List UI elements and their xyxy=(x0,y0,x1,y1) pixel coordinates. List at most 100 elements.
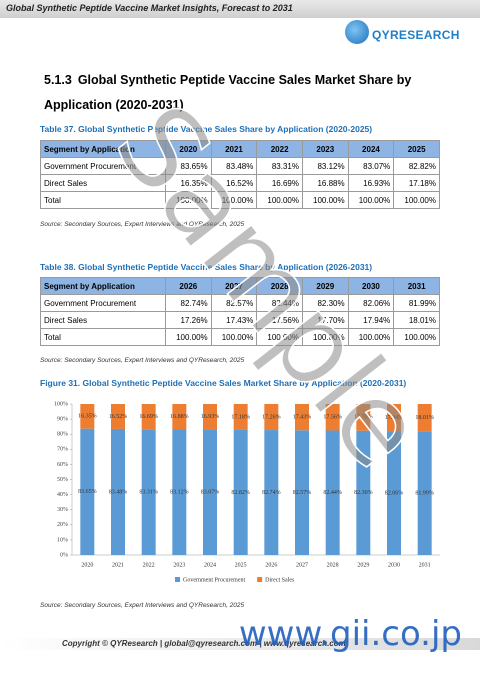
table-source: Source: Secondary Sources, Expert Interv… xyxy=(40,357,245,364)
table-cell: 83.12% xyxy=(301,157,349,175)
table-cell: 2020 xyxy=(165,140,212,158)
table-cell: 16.88% xyxy=(301,174,349,192)
table-cell: Government Procurement xyxy=(40,157,166,175)
table-cell: Segment by Application xyxy=(40,277,166,295)
data-label: 82.06% xyxy=(385,490,404,496)
logo: QYRESEARCH xyxy=(372,28,460,42)
y-tick-label: 0% xyxy=(60,552,68,558)
table-row: Direct Sales 16.35% 16.52% 16.69% 16.88% 16.9… xyxy=(40,174,440,192)
data-label: 83.07% xyxy=(201,490,220,496)
bar-segment xyxy=(203,429,217,555)
y-tick-label: 100% xyxy=(54,401,68,407)
data-label: 16.35% xyxy=(78,414,97,420)
x-tick-label: 2030 xyxy=(388,562,400,568)
table-cell: 100.00% xyxy=(347,191,395,209)
table-cell: 17.18% xyxy=(393,174,440,192)
data-label: 82.82% xyxy=(231,490,250,496)
x-tick-label: 2025 xyxy=(235,562,247,568)
table-cell: 18.01% xyxy=(393,311,440,329)
bar-segment xyxy=(203,404,217,430)
x-tick-label: 2029 xyxy=(357,562,369,568)
data-label: 17.26% xyxy=(262,414,281,420)
y-tick-label: 10% xyxy=(57,537,68,543)
table-cell: 16.52% xyxy=(210,174,258,192)
table-cell: Direct Sales xyxy=(40,174,166,192)
header-title: Global Synthetic Peptide Vaccine Market … xyxy=(6,3,293,13)
table-cell: 17.56% xyxy=(256,311,303,329)
table-row: Government Procurement 82.74% 82.57% 82.44%… xyxy=(40,294,440,312)
table-cell: 2022 xyxy=(256,140,303,158)
table-cell: 100.00% xyxy=(210,328,258,346)
bar-segment xyxy=(417,431,432,555)
data-label: 81.99% xyxy=(415,490,434,496)
table: Segment by Application 2020 2021 2022 2023 20… xyxy=(40,140,440,209)
table-source: Source: Secondary Sources, Expert Interv… xyxy=(40,221,245,228)
bar-segment xyxy=(233,404,248,430)
chart: 0% 10% 20% 30% 40% 50% 60% 70% 80% 90% 100% 2020 83.… xyxy=(54,401,440,583)
data-label: 16.88% xyxy=(170,414,189,420)
table-header-row: Segment by Application 2020 2021 2022 2023 20… xyxy=(40,140,440,158)
table-cell: 2024 xyxy=(347,140,395,158)
table-cell: 100.00% xyxy=(393,191,440,209)
table-cell: 81.99% xyxy=(393,294,440,312)
bar-segment xyxy=(80,404,95,429)
bar-segment xyxy=(264,404,279,431)
table-cell: 2023 xyxy=(301,140,349,158)
data-label: 83.48% xyxy=(109,489,128,495)
table-row: Government Procurement 83.65% 83.48% 83.31%… xyxy=(40,157,440,175)
bar-segment xyxy=(264,430,279,555)
y-tick-label: 40% xyxy=(57,492,68,498)
bar-segment xyxy=(172,404,187,430)
bar-segment xyxy=(387,404,401,432)
legend-label: Government Procurement xyxy=(183,577,245,583)
table-cell: 100.00% xyxy=(301,191,349,209)
logo-icon xyxy=(345,20,369,44)
table-cell: 83.31% xyxy=(256,157,303,175)
table-row: Total 100.00% 100.00% 100.00% 100.00% 100.00%… xyxy=(40,328,440,346)
table-cell: Segment by Application xyxy=(40,140,166,158)
x-tick-label: 2023 xyxy=(173,562,185,568)
table-cell: 2027 xyxy=(210,277,258,295)
figure-caption: Figure 31. Global Synthetic Peptide Vacc… xyxy=(40,378,407,388)
table-cell: 100.00% xyxy=(347,328,395,346)
table-cell: 2021 xyxy=(210,140,258,158)
table-cell: 100.00% xyxy=(256,328,303,346)
table-header-row: Segment by Application 2026 2027 2028 2029 20… xyxy=(40,277,440,295)
footer-bar xyxy=(0,638,480,650)
data-label: 83.31% xyxy=(139,489,158,495)
data-label: 83.12% xyxy=(170,490,189,496)
figure-source: Source: Secondary Sources, Expert Interv… xyxy=(40,602,245,609)
y-tick-label: 90% xyxy=(57,416,68,422)
table-cell: 83.48% xyxy=(210,157,258,175)
table-cell: 2031 xyxy=(393,277,440,295)
x-tick-label: 2024 xyxy=(204,562,216,568)
bar-segment xyxy=(387,431,401,555)
data-label: 17.56% xyxy=(323,415,342,421)
bar-segment xyxy=(111,404,125,429)
bar-segment xyxy=(356,430,371,555)
table-cell: 17.70% xyxy=(301,311,349,329)
table-row: Direct Sales 17.26% 17.43% 17.56% 17.70% 17.9… xyxy=(40,311,440,329)
table-cell: 17.94% xyxy=(347,311,395,329)
x-tick-label: 2031 xyxy=(419,562,431,568)
data-label: 16.52% xyxy=(109,414,128,420)
bar-segment xyxy=(325,430,340,555)
table-cell: 82.57% xyxy=(210,294,258,312)
bar-segment xyxy=(172,429,187,555)
data-label: 17.18% xyxy=(231,414,250,420)
data-label: 17.94% xyxy=(385,415,404,421)
table-caption: Table 37. Global Synthetic Peptide Vacci… xyxy=(40,124,373,134)
bar-segment xyxy=(356,404,371,431)
table-cell: 16.93% xyxy=(347,174,395,192)
table-cell: 83.07% xyxy=(347,157,395,175)
table-cell: Total xyxy=(40,191,166,209)
table-cell: 17.43% xyxy=(210,311,258,329)
table-cell: 16.35% xyxy=(165,174,212,192)
x-tick-label: 2021 xyxy=(112,562,124,568)
bar-segment xyxy=(141,429,156,555)
y-tick-label: 30% xyxy=(57,507,68,513)
bar-segment xyxy=(295,430,309,555)
bar-segment xyxy=(141,404,156,430)
data-label: 17.70% xyxy=(354,415,373,421)
